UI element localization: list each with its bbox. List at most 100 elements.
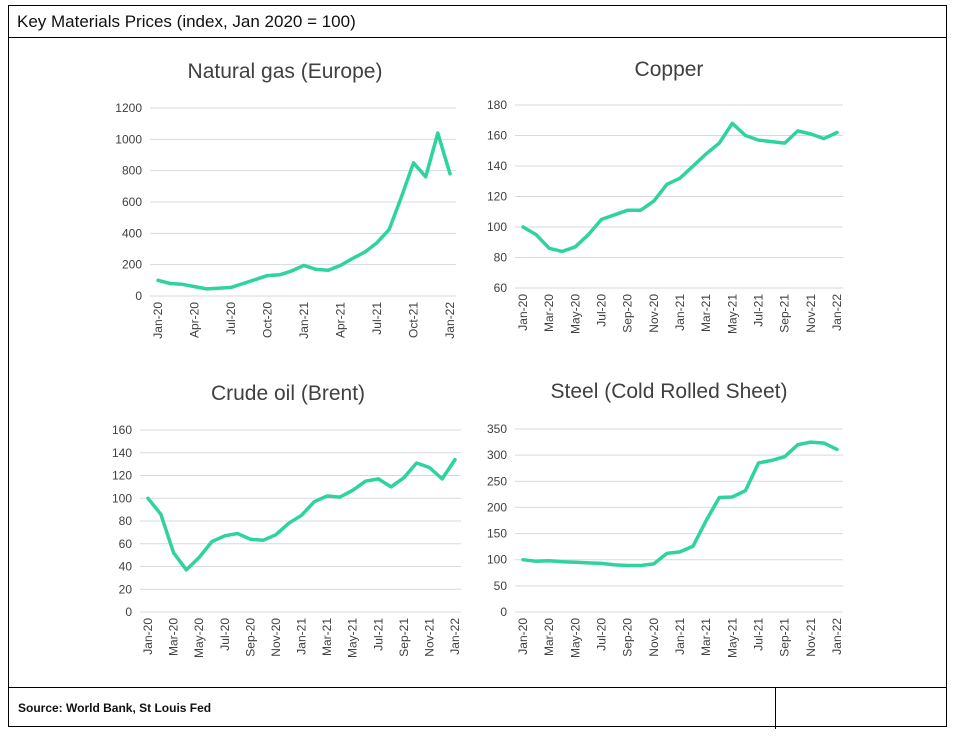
chart-crude-oil-svg: Crude oil (Brent) 0 20 40 60 80 100 120 140 160 Ja… [112,382,462,658]
steel-x-tick-label: Jul-21 [752,618,766,651]
natural-gas-series-line [156,131,452,291]
crude-oil-y-tick-label: 0 [125,605,132,619]
crude-oil-x-tick-label: Mar-21 [320,618,334,656]
copper-x-tick-label: May-20 [568,294,582,334]
crude-oil-x-tick-label: May-21 [346,618,360,658]
copper-x-tick-label: Jul-20 [595,294,609,327]
chart-steel-svg: Steel (Cold Rolled Sheet) 0 50 100 150 200 250… [487,380,844,658]
copper-x-tick-label: Sep-21 [778,294,792,333]
copper-x-tick-label: Jul-21 [752,294,766,327]
natural-gas-y-tick-label: 800 [122,164,142,178]
crude-oil-y-tick-label: 80 [119,514,133,528]
crude-oil-x-tick-label: Sep-21 [397,618,411,657]
steel-x-tick-label: May-21 [725,618,739,658]
steel-x-tick-label: Jul-20 [595,618,609,651]
natural-gas-y-tick-label: 0 [135,289,142,303]
crude-oil-x-tick-label: Jan-20 [141,618,155,655]
source-note: Source: World Bank, St Louis Fed [18,701,212,715]
copper-x-tick-label: Nov-21 [804,294,818,333]
figure-footer: Source: World Bank, St Louis Fed [9,687,946,729]
copper-x-tick-label: Mar-20 [542,294,556,332]
copper-x-tick-label: Mar-21 [699,294,713,332]
steel-x-tick-label: Jan-21 [673,618,687,655]
steel-y-tick-label: 0 [500,605,507,619]
natural-gas-y-tick-label: 1000 [115,132,142,146]
chart-copper: Copper 60 80 100 120 140 160 180 Jan-20 Mar-20 May… [475,50,850,360]
steel-y-tick-label: 300 [487,448,507,462]
natural-gas-x-tick-label: Oct-20 [261,302,275,338]
crude-oil-y-tick-label: 160 [112,423,132,437]
copper-y-tick-label: 80 [494,251,508,265]
chart-copper-svg: Copper 60 80 100 120 140 160 180 Jan-20 Mar-20 May… [487,58,844,334]
natural-gas-x-tick-label: Apr-21 [334,302,348,338]
copper-title: Copper [635,58,704,81]
steel-y-tick-label: 350 [487,422,507,436]
crude-oil-x-tick-label: Jan-21 [295,618,309,655]
copper-y-tick-label: 140 [487,159,507,173]
steel-title: Steel (Cold Rolled Sheet) [551,380,788,403]
chart-natural-gas-svg: Natural gas (Europe) 0 200 400 600 800 1000 120… [115,60,457,339]
copper-series-line [521,121,839,254]
crude-oil-y-tick-label: 40 [119,560,133,574]
crude-oil-y-tick-label: 60 [119,537,133,551]
natural-gas-y-tick-label: 200 [122,258,142,272]
natural-gas-title: Natural gas (Europe) [188,60,383,83]
crude-oil-title: Crude oil (Brent) [211,382,365,405]
chart-crude-oil: Crude oil (Brent) 0 20 40 60 80 100 120 140 160 Ja… [95,372,465,677]
crude-oil-x-tick-label: Mar-20 [167,618,181,656]
copper-x-tick-label: Sep-20 [621,294,635,333]
figure-frame: Key Materials Prices (index, Jan 2020 = … [8,5,947,729]
copper-y-tick-label: 180 [487,98,507,112]
copper-x-tick-label: May-21 [725,294,739,334]
crude-oil-series-line [146,457,457,572]
footer-divider [775,688,776,729]
chart-steel: Steel (Cold Rolled Sheet) 0 50 100 150 200 250… [475,372,850,677]
copper-y-tick-label: 120 [487,190,507,204]
steel-y-tick-label: 50 [494,579,508,593]
natural-gas-x-tick-label: Jan-22 [443,302,457,339]
natural-gas-x-tick-label: Jan-21 [297,302,311,339]
crude-oil-y-tick-label: 20 [119,582,133,596]
steel-x-tick-label: Nov-20 [647,618,661,657]
natural-gas-y-tick-label: 400 [122,226,142,240]
figure-header: Key Materials Prices (index, Jan 2020 = … [9,6,946,38]
crude-oil-x-tick-label: Jul-20 [218,618,232,651]
crude-oil-x-tick-label: Nov-21 [422,618,436,657]
steel-x-tick-label: May-20 [568,618,582,658]
copper-x-tick-label: Jan-22 [830,294,844,331]
crude-oil-x-tick-label: Jan-22 [448,618,462,655]
natural-gas-y-tick-label: 1200 [115,101,142,115]
steel-x-tick-label: Mar-21 [699,618,713,656]
copper-y-tick-label: 60 [494,281,508,295]
steel-x-tick-label: Mar-20 [542,618,556,656]
steel-x-tick-label: Jan-22 [830,618,844,655]
crude-oil-y-tick-label: 120 [112,469,132,483]
copper-y-tick-label: 160 [487,129,507,143]
steel-y-tick-label: 150 [487,527,507,541]
crude-oil-x-tick-label: Nov-20 [269,618,283,657]
copper-x-tick-label: Jan-20 [516,294,530,331]
steel-x-tick-label: Sep-20 [621,618,635,657]
copper-x-tick-label: Nov-20 [647,294,661,333]
steel-y-tick-label: 200 [487,500,507,514]
crude-oil-y-tick-label: 100 [112,491,132,505]
chart-natural-gas: Natural gas (Europe) 0 200 400 600 800 1000 120… [95,50,465,360]
copper-y-tick-label: 100 [487,220,507,234]
crude-oil-x-tick-label: Jul-21 [371,618,385,651]
crude-oil-y-tick-label: 140 [112,446,132,460]
natural-gas-x-tick-label: Jul-20 [224,302,238,335]
natural-gas-x-tick-label: Jan-20 [151,302,165,339]
natural-gas-x-tick-label: Jul-21 [370,302,384,335]
steel-y-tick-label: 250 [487,474,507,488]
natural-gas-x-tick-label: Oct-21 [407,302,421,338]
crude-oil-x-tick-label: May-20 [192,618,206,658]
copper-x-tick-label: Jan-21 [673,294,687,331]
steel-series-line [521,440,839,568]
figure-title: Key Materials Prices (index, Jan 2020 = … [17,12,356,31]
crude-oil-x-tick-label: Sep-20 [243,618,257,657]
natural-gas-y-tick-label: 600 [122,195,142,209]
steel-x-tick-label: Sep-21 [778,618,792,657]
steel-y-tick-label: 100 [487,553,507,567]
natural-gas-x-tick-label: Apr-20 [188,302,202,338]
steel-x-tick-label: Jan-20 [516,618,530,655]
